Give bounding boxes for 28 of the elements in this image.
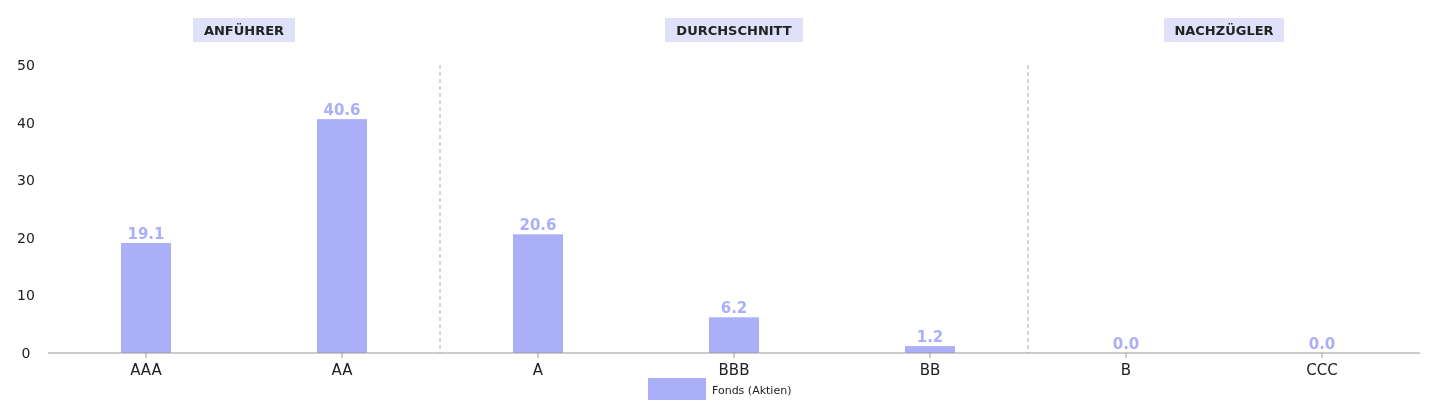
y-tick-label: 20 [17, 229, 35, 246]
y-tick-label: 10 [17, 287, 35, 304]
text: NACHZÜGLER [1174, 23, 1274, 38]
text: ANFÜHRER [203, 23, 285, 38]
data-label: 1.2 [916, 328, 944, 347]
x-tick-label: B [1120, 361, 1132, 379]
x-tick-label: AA [331, 361, 354, 379]
y-tick-label: 0 [21, 345, 31, 361]
x-tick-label: AAA [130, 361, 163, 379]
text: DURCHSCHNITT [676, 23, 792, 38]
text: Fonds (Aktien) [712, 384, 792, 397]
data-label: 40.6 [323, 101, 361, 120]
data-label: 19.1 [127, 224, 165, 243]
data-label: 20.6 [519, 216, 557, 235]
x-tick-label: BBB [718, 361, 750, 379]
data-label: 6.2 [720, 299, 748, 318]
data-label: 0.0 [1112, 335, 1140, 353]
bar [317, 119, 367, 353]
bar [709, 317, 759, 353]
data-label: 0.0 [1308, 335, 1336, 353]
y-tick-label: 30 [17, 172, 35, 189]
y-tick-label: 50 [17, 57, 35, 73]
x-tick-label: BB [919, 361, 941, 379]
bar [121, 242, 171, 353]
y-tick-label: 40 [17, 114, 35, 131]
x-tick-label: CCC [1306, 361, 1338, 379]
bar [513, 234, 563, 353]
x-tick-label: A [532, 361, 544, 379]
